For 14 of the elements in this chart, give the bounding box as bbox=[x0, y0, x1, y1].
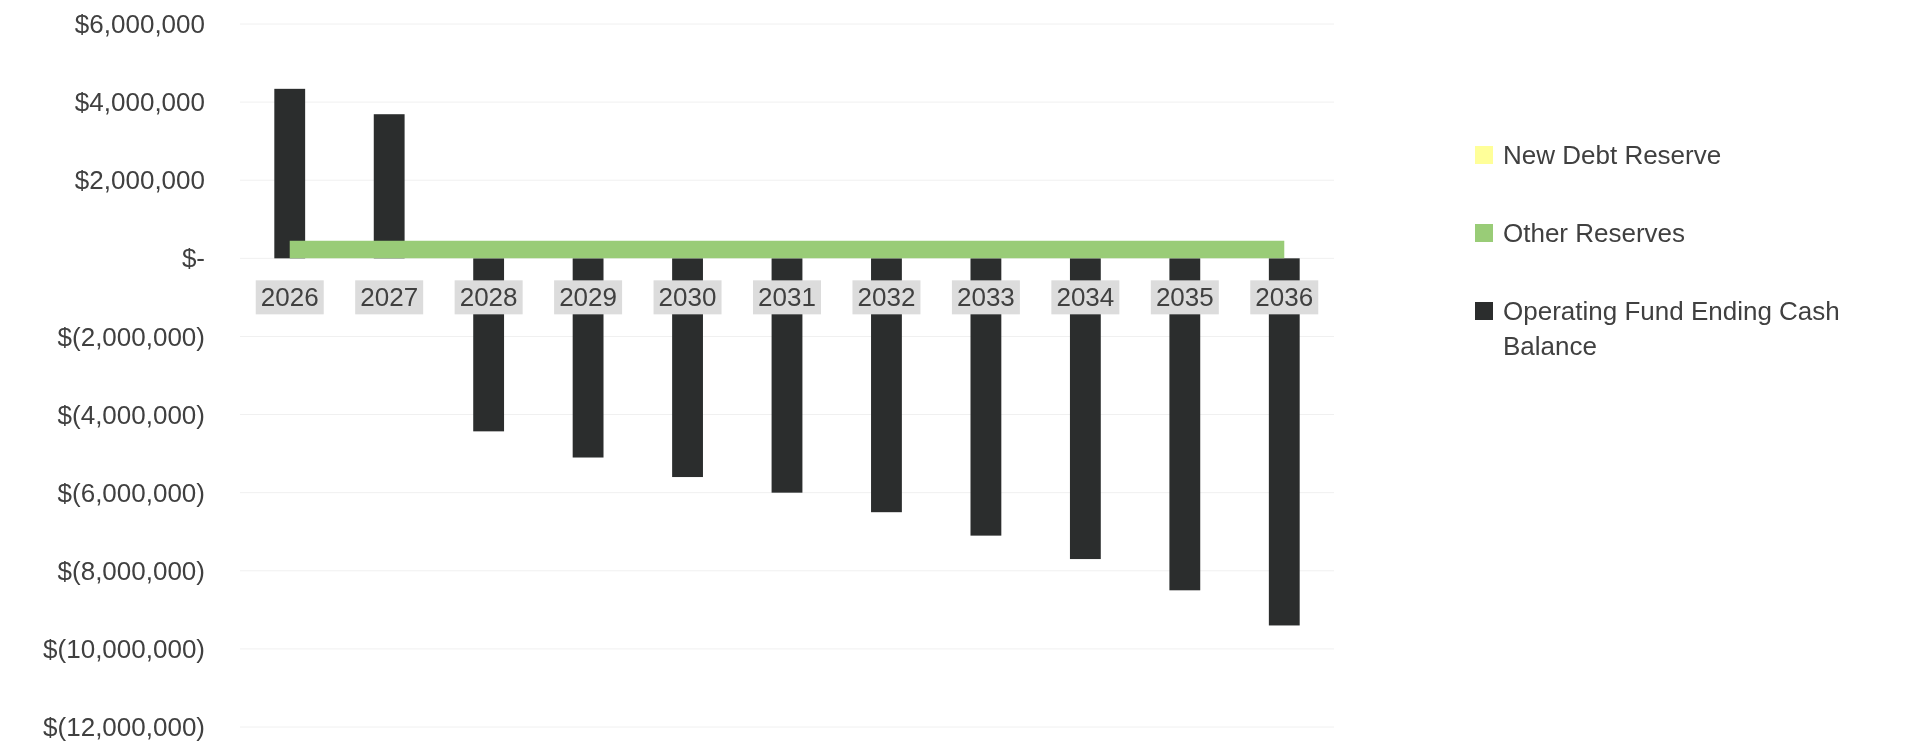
y-tick-label: $4,000,000 bbox=[74, 87, 205, 118]
y-tick-label: $(10,000,000) bbox=[43, 633, 205, 664]
legend-label: New Debt Reserve bbox=[1503, 140, 1722, 171]
y-tick-label: $(2,000,000) bbox=[57, 321, 205, 352]
y-tick-label: $- bbox=[181, 243, 205, 274]
bar bbox=[274, 88, 306, 259]
y-tick-label: $(8,000,000) bbox=[57, 555, 205, 586]
y-tick-label: $2,000,000 bbox=[74, 165, 205, 196]
y-tick-label: $6,000,000 bbox=[74, 9, 205, 40]
y-tick-label: $(4,000,000) bbox=[57, 399, 205, 430]
legend-label: Operating Fund Ending Cash Balance bbox=[1503, 296, 1840, 362]
y-tick-label: $(6,000,000) bbox=[57, 477, 205, 508]
y-tick-label: $(12,000,000) bbox=[43, 712, 205, 743]
legend-label: Other Reserves bbox=[1503, 218, 1686, 249]
